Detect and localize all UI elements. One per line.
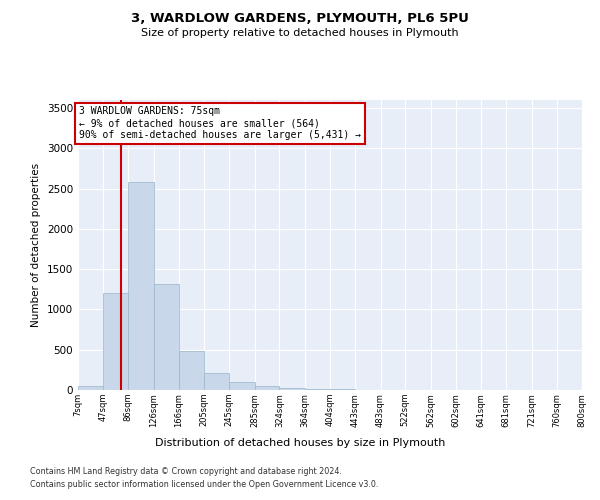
Y-axis label: Number of detached properties: Number of detached properties: [31, 163, 41, 327]
Bar: [204, 374, 229, 390]
Text: Distribution of detached houses by size in Plymouth: Distribution of detached houses by size …: [155, 438, 445, 448]
Text: Contains HM Land Registry data © Crown copyright and database right 2024.: Contains HM Land Registry data © Crown c…: [30, 467, 342, 476]
Bar: [305, 389, 331, 390]
Bar: [128, 182, 154, 390]
Bar: [280, 388, 305, 390]
Text: Contains public sector information licensed under the Open Government Licence v3: Contains public sector information licen…: [30, 480, 379, 489]
Bar: [154, 284, 179, 390]
Bar: [103, 292, 128, 390]
Text: Size of property relative to detached houses in Plymouth: Size of property relative to detached ho…: [141, 28, 459, 38]
Bar: [229, 382, 254, 390]
Text: 3, WARDLOW GARDENS, PLYMOUTH, PL6 5PU: 3, WARDLOW GARDENS, PLYMOUTH, PL6 5PU: [131, 12, 469, 26]
Bar: [179, 352, 204, 390]
Bar: [78, 386, 103, 390]
Text: 3 WARDLOW GARDENS: 75sqm
← 9% of detached houses are smaller (564)
90% of semi-d: 3 WARDLOW GARDENS: 75sqm ← 9% of detache…: [79, 106, 361, 140]
Bar: [254, 386, 280, 390]
